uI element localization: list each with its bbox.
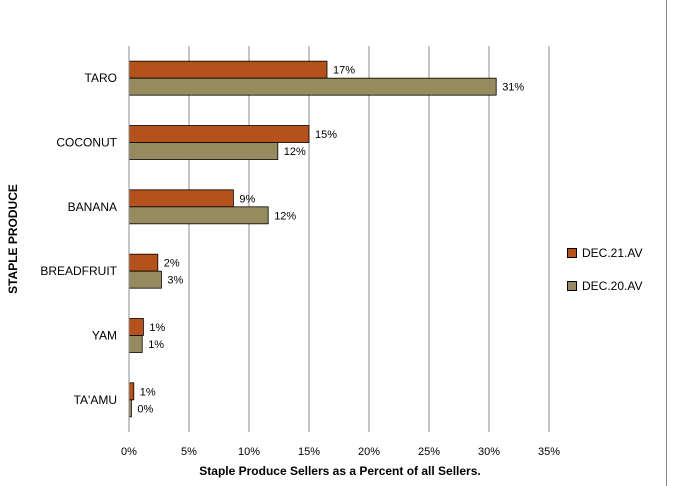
x-tick-label-4: 20% — [358, 446, 380, 458]
bar-dec-20-av-banana — [128, 206, 269, 225]
legend-item-dec21: DEC.21.AV — [567, 243, 642, 263]
data-label-dec-20-av-taro: 31% — [502, 82, 524, 94]
bar-dec-20-av-taro — [128, 77, 497, 96]
bar-dec-20-av-breadfruit — [128, 270, 162, 289]
legend-label-dec21: DEC.21.AV — [582, 246, 643, 260]
data-label-dec-20-av-breadfruit: 3% — [167, 275, 183, 287]
bar-dec-21-av-coconut — [128, 125, 310, 143]
legend-label-dec20: DEC.20.AV — [582, 279, 643, 293]
y-axis-title: STAPLE PRODUCE — [6, 184, 20, 294]
bar-dec-21-av-taro — [128, 60, 328, 79]
category-label-banana: BANANA — [68, 200, 117, 214]
x-tick-label-7: 35% — [538, 446, 560, 458]
bar-dec-21-av-yam — [128, 318, 144, 336]
legend-swatch-dec21 — [567, 248, 577, 258]
bar-dec-21-av-ta-amu — [128, 382, 135, 401]
frame-border — [666, 0, 667, 486]
legend-item-dec20: DEC.20.AV — [567, 276, 642, 296]
x-tick-label-1: 5% — [181, 446, 197, 458]
category-label-taro: TARO — [85, 71, 117, 85]
x-tick-label-3: 15% — [298, 446, 320, 458]
data-label-dec-20-av-ta-amu: 0% — [137, 403, 153, 415]
data-label-dec-21-av-banana: 9% — [239, 193, 255, 205]
category-label-ta-amu: TA'AMU — [74, 393, 117, 407]
data-label-dec-21-av-breadfruit: 2% — [164, 258, 180, 270]
data-label-dec-21-av-yam: 1% — [149, 322, 165, 334]
bar-dec-21-av-banana — [128, 189, 234, 208]
category-label-yam: YAM — [92, 329, 117, 343]
x-tick-label-6: 30% — [478, 446, 500, 458]
data-label-dec-21-av-taro: 17% — [333, 65, 355, 77]
category-label-coconut: COCONUT — [56, 136, 117, 150]
bar-dec-21-av-breadfruit — [128, 253, 159, 272]
x-axis-title: Staple Produce Sellers as a Percent of a… — [199, 464, 481, 478]
x-tick-label-5: 25% — [418, 446, 440, 458]
legend-swatch-dec20 — [567, 281, 577, 291]
bar-dec-20-av-yam — [128, 335, 143, 353]
data-label-dec-21-av-ta-amu: 1% — [140, 386, 156, 398]
x-tick-label-2: 10% — [238, 446, 260, 458]
bar-dec-20-av-coconut — [128, 142, 279, 160]
category-label-breadfruit: BREADFRUIT — [40, 264, 117, 278]
data-label-dec-21-av-coconut: 15% — [315, 129, 337, 141]
data-label-dec-20-av-coconut: 12% — [284, 146, 306, 158]
legend: DEC.21.AV DEC.20.AV — [567, 243, 642, 309]
x-tick-label-0: 0% — [121, 446, 137, 458]
data-label-dec-20-av-banana: 12% — [274, 210, 296, 222]
data-label-dec-20-av-yam: 1% — [148, 339, 164, 351]
